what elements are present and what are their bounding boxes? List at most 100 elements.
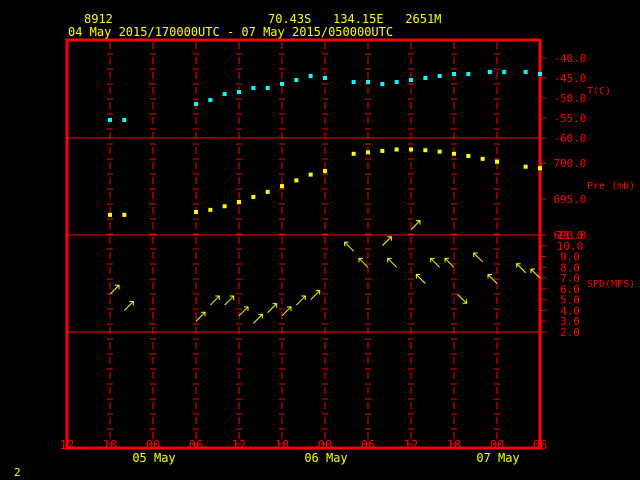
wind-arrow [123, 300, 134, 311]
wind-arrow [295, 295, 306, 306]
temperature-point [208, 98, 213, 102]
day-label: 05 May [132, 451, 175, 465]
day-label: 07 May [476, 451, 519, 465]
pressure-point [437, 149, 442, 154]
y-tick-label: 3.0 [560, 315, 580, 328]
wind-arrow [444, 257, 455, 268]
y-tick-label: -50.0 [553, 92, 586, 105]
temperature-point [502, 70, 507, 74]
wind-arrow-head [416, 220, 421, 225]
wind-arrow-shaft [358, 257, 369, 268]
y-tick-label: 10.0 [557, 240, 584, 253]
wind-arrow-head [258, 313, 263, 319]
temperature-point [265, 86, 270, 90]
x-tick-label: 12 [404, 438, 418, 452]
page-number: 2 [14, 466, 21, 479]
wind-arrow-shaft [109, 284, 120, 295]
wind-arrow [238, 306, 249, 317]
wind-arrow-shaft [344, 241, 355, 252]
y-tick-label: 6.0 [560, 283, 580, 296]
y-tick-label: 695.0 [553, 193, 586, 206]
wind-arrow-shaft [310, 290, 321, 301]
temperature-point [194, 102, 198, 106]
wind-arrow-shaft [295, 295, 306, 306]
wind-arrow-head [115, 284, 120, 290]
wind-arrow-shaft [267, 303, 278, 313]
pressure-point [108, 212, 112, 217]
temperature-point [323, 76, 327, 80]
y-tick-label: 9.0 [560, 251, 580, 264]
wind-arrow-head [301, 295, 306, 301]
data-marks [108, 70, 542, 324]
axis-ticks: 12 18 00 06 12 18 00 06 12 18 00 06 05 May 06 May 07 M… [60, 52, 635, 465]
station-location: 70.43S 134.15E 2651M [268, 12, 442, 26]
wind-arrow-head [229, 295, 235, 301]
wind-arrow [415, 274, 426, 284]
wind-arrow-head [462, 299, 468, 304]
temperature-point [237, 90, 241, 94]
wind-arrow [267, 303, 278, 313]
wind-arrow [487, 274, 498, 284]
wind-arrow [457, 293, 468, 304]
pressure-point [380, 148, 385, 153]
y-tick-label: 2.0 [560, 326, 580, 339]
pressure-point [466, 153, 471, 158]
wind-arrow-shaft [444, 257, 455, 268]
y-tick-label: -60.0 [553, 132, 586, 145]
pressure-point [208, 207, 213, 212]
temperature-point [108, 118, 112, 122]
temperature-point [452, 72, 456, 76]
wind-arrow-shaft [387, 257, 398, 268]
pressure-point [394, 147, 399, 152]
x-tick-label: 00 [146, 438, 160, 452]
wind-arrow-shaft [457, 293, 467, 304]
pressure-point [222, 204, 227, 209]
temperature-point [538, 72, 542, 76]
wind-arrow [516, 263, 527, 274]
pressure-point [538, 166, 542, 171]
pressure-point [237, 199, 241, 204]
y-axis-label: T(C) [587, 86, 611, 97]
pressure-point [194, 210, 198, 215]
temperature-point [409, 78, 413, 82]
wind-arrow-shaft [123, 301, 134, 311]
x-tick-label: 18 [275, 438, 289, 452]
wind-arrow-shaft [415, 274, 426, 284]
wind-arrow-head [201, 311, 206, 317]
temperature-point [294, 78, 299, 82]
temperature-point [280, 82, 284, 86]
x-tick-label: 06 [189, 438, 203, 452]
wind-arrow-head [287, 306, 292, 311]
temperature-point [251, 86, 256, 90]
wind-arrow-shaft [410, 220, 421, 230]
temperature-point [394, 80, 399, 84]
y-tick-label: 8.0 [560, 261, 580, 274]
wind-arrow-head [444, 257, 449, 263]
wind-arrow-shaft [224, 295, 235, 306]
pressure-point [523, 164, 528, 169]
wind-arrow-head [358, 257, 363, 263]
pressure-point [495, 159, 499, 164]
y-tick-label: 11.0 [557, 229, 584, 242]
wind-arrow-head [530, 268, 535, 274]
station-id: 8912 [84, 12, 113, 26]
x-tick-label: 06 [533, 438, 547, 452]
pressure-point [423, 148, 428, 153]
temperature-point [437, 74, 442, 78]
wind-arrow [358, 257, 369, 268]
temperature-point [523, 70, 528, 74]
wind-arrow [209, 295, 220, 306]
pressure-point [409, 147, 413, 152]
wind-arrow-head [387, 236, 392, 241]
wind-arrow-head [315, 290, 321, 295]
wind-arrow [381, 236, 392, 247]
pressure-point [294, 178, 299, 183]
wind-arrow-head [487, 274, 492, 279]
wind-arrow-shaft [381, 236, 392, 247]
temperature-point [366, 80, 370, 84]
x-tick-label: 12 [60, 438, 74, 452]
wind-arrow-head [415, 274, 421, 279]
x-tick-label: 06 [361, 438, 375, 452]
wind-arrow-shaft [473, 252, 484, 263]
pressure-point [452, 151, 456, 156]
